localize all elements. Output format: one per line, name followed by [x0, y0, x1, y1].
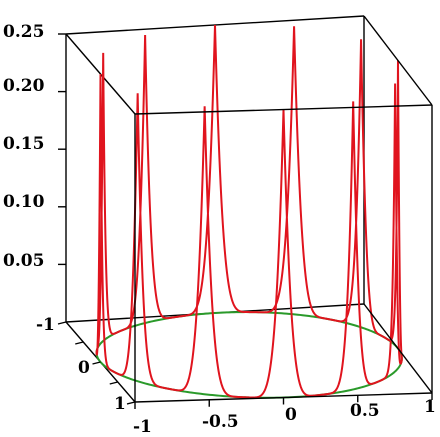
x-tick-label-1: 1: [424, 397, 436, 417]
spike-curve: [95, 24, 403, 399]
box-front-edge-1: [363, 303, 433, 394]
box-front-edge-5: [363, 15, 433, 106]
z-tick-label-0.15: 0.15: [3, 134, 44, 154]
y-tick-0: [57, 321, 67, 325]
plot-box-front: [134, 15, 433, 403]
y-tick-label-minus1: -1: [36, 315, 55, 335]
x-tick-label-0.5: 0.5: [350, 401, 380, 421]
z-tick-label-0.20: 0.20: [3, 76, 45, 96]
y-tick-1: [75, 341, 84, 345]
z-tick-label-0.25: 0.25: [3, 22, 44, 42]
base-circle-curve: [95, 311, 403, 399]
x-tick-label-0: 0: [285, 405, 297, 425]
x-tick-label-minus1: -1: [133, 417, 152, 437]
y-tick-4: [126, 401, 136, 405]
z-tick-label-0.10: 0.10: [3, 192, 45, 212]
box-front-edge-4: [134, 104, 433, 115]
z-tick-label-0.05: 0.05: [3, 251, 44, 271]
axis-ticks: [57, 33, 433, 409]
y-tick-label-0: 0: [78, 358, 90, 378]
y-tick-label-1: 1: [114, 394, 126, 414]
y-tick-2: [92, 361, 101, 365]
y-tick-3: [109, 381, 118, 385]
x-tick-label-minus0.5: -0.5: [202, 412, 239, 432]
